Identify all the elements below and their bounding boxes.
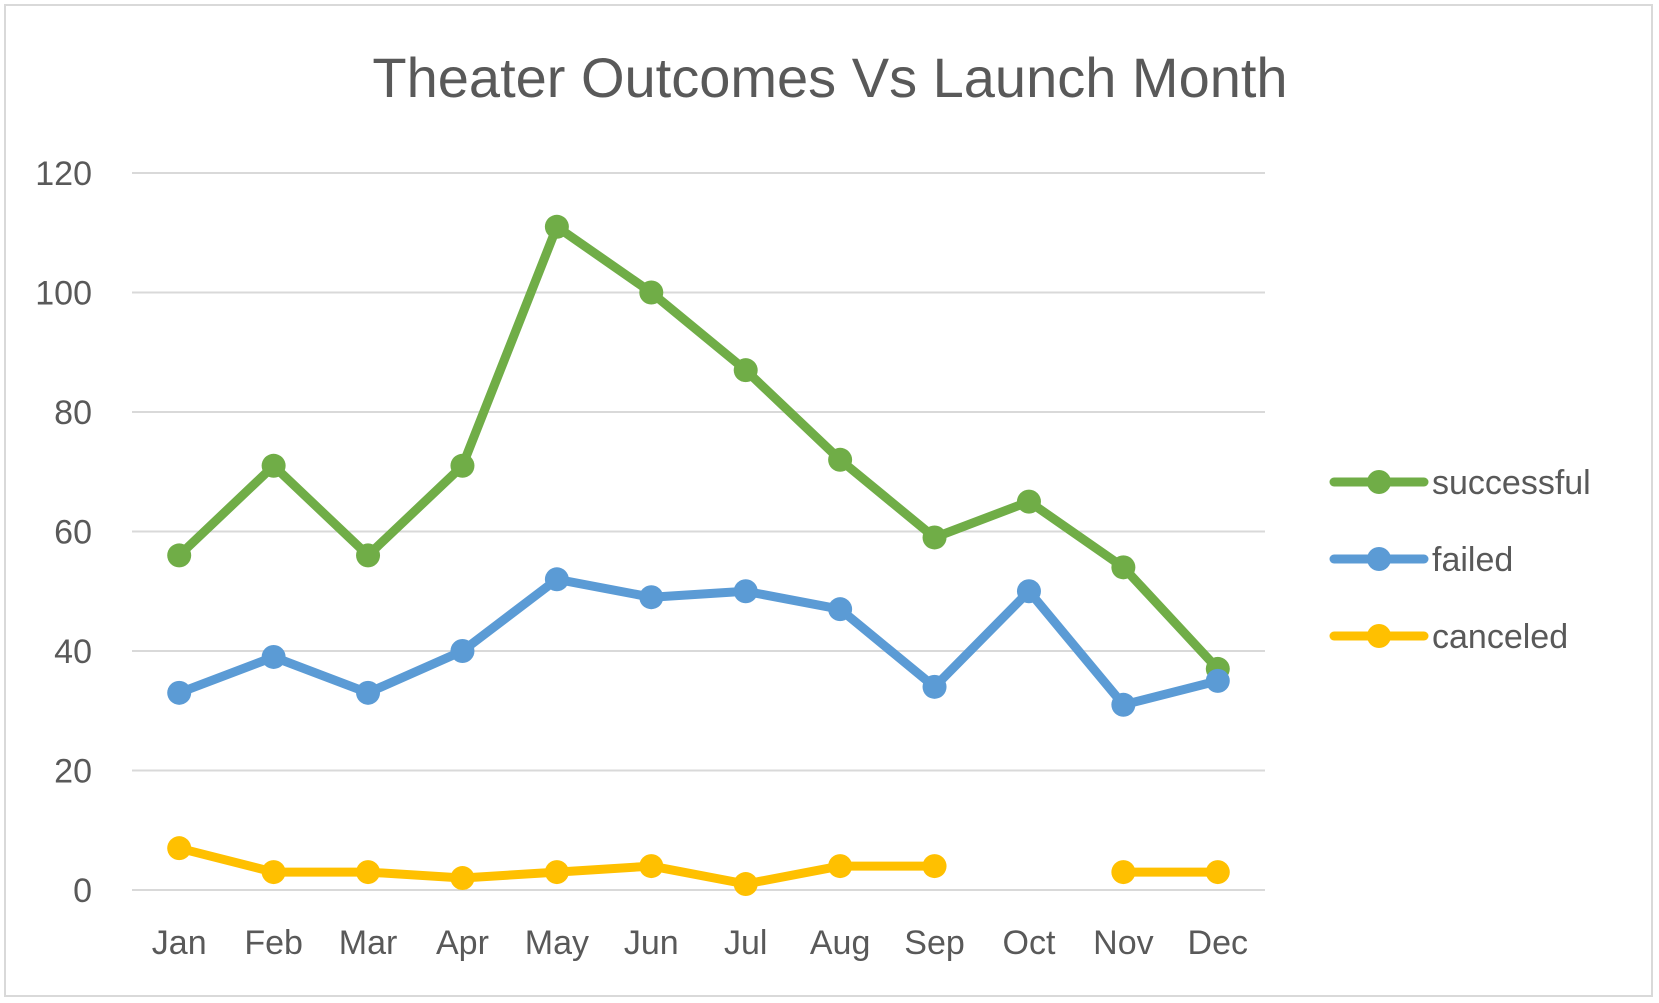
- x-tick-label: May: [525, 924, 589, 962]
- data-point: [356, 543, 381, 568]
- legend-label: successful: [1432, 464, 1591, 502]
- series-successful: [167, 214, 1230, 681]
- data-point: [733, 872, 758, 897]
- series-line: [174, 843, 1223, 889]
- x-tick-label: Jan: [152, 924, 207, 962]
- series-line: [174, 574, 1223, 710]
- data-point: [639, 585, 664, 610]
- data-point: [828, 854, 853, 879]
- data-point: [922, 674, 947, 699]
- legend-label: failed: [1432, 541, 1513, 579]
- data-point: [1111, 555, 1136, 580]
- y-axis-ticks: 0 20 40 60 80 100 120: [35, 155, 92, 910]
- x-tick-label: Mar: [339, 924, 398, 962]
- legend-item-failed: failed: [1329, 541, 1513, 579]
- data-point: [167, 680, 192, 705]
- series-failed: [167, 567, 1230, 717]
- data-point: [356, 860, 381, 885]
- series-canceled: [167, 836, 1230, 897]
- chart-title: Theater Outcomes Vs Launch Month: [372, 46, 1287, 109]
- legend-swatch-marker: [1367, 470, 1391, 494]
- data-point: [450, 866, 475, 891]
- data-point: [828, 597, 853, 622]
- data-point: [261, 453, 286, 478]
- x-tick-label: Oct: [1003, 924, 1056, 962]
- x-tick-label: Nov: [1093, 924, 1153, 962]
- y-tick-label: 20: [54, 753, 92, 791]
- x-tick-label: Feb: [244, 924, 303, 962]
- data-point: [828, 447, 853, 472]
- y-tick-label: 0: [73, 872, 92, 910]
- data-point: [544, 214, 569, 239]
- x-tick-label: Aug: [810, 924, 871, 962]
- legend-swatch-marker: [1367, 624, 1391, 648]
- data-point: [450, 639, 475, 663]
- data-point: [1205, 668, 1230, 693]
- data-point: [1016, 489, 1041, 514]
- x-tick-label: Dec: [1188, 924, 1248, 962]
- data-point: [450, 453, 475, 478]
- legend-item-canceled: canceled: [1329, 618, 1568, 656]
- series-group: [167, 214, 1230, 897]
- data-point: [639, 854, 664, 879]
- data-point: [922, 525, 947, 550]
- data-point: [733, 579, 758, 604]
- x-tick-label: Jun: [624, 924, 679, 962]
- y-tick-label: 80: [54, 394, 92, 432]
- data-point: [639, 280, 664, 305]
- y-tick-label: 40: [54, 633, 92, 671]
- data-point: [1111, 692, 1136, 717]
- data-point: [1111, 860, 1136, 885]
- legend-swatch-marker: [1367, 547, 1391, 571]
- data-point: [356, 680, 381, 705]
- data-point: [922, 854, 947, 879]
- data-point: [167, 543, 192, 568]
- data-point: [261, 644, 286, 669]
- legend: successful failed canceled: [1329, 464, 1591, 656]
- data-point: [261, 860, 286, 885]
- series-line: [174, 222, 1223, 674]
- x-tick-label: Jul: [724, 924, 767, 962]
- x-tick-label: Sep: [904, 924, 965, 962]
- data-point: [1016, 579, 1041, 604]
- data-point: [167, 836, 192, 861]
- chart-frame: [4, 4, 1653, 997]
- y-tick-label: 100: [35, 275, 92, 313]
- y-tick-label: 120: [35, 155, 92, 193]
- legend-label: canceled: [1432, 618, 1568, 656]
- data-point: [544, 567, 569, 592]
- x-tick-label: Apr: [436, 924, 489, 962]
- x-axis-ticks: Jan Feb Mar Apr May Jun Jul Aug Sep Oct Nov Dec: [152, 924, 1248, 962]
- data-point: [1205, 860, 1230, 885]
- y-tick-label: 60: [54, 514, 92, 552]
- legend-item-successful: successful: [1329, 464, 1591, 502]
- data-point: [544, 860, 569, 885]
- gridlines: [132, 172, 1265, 891]
- data-point: [733, 358, 758, 383]
